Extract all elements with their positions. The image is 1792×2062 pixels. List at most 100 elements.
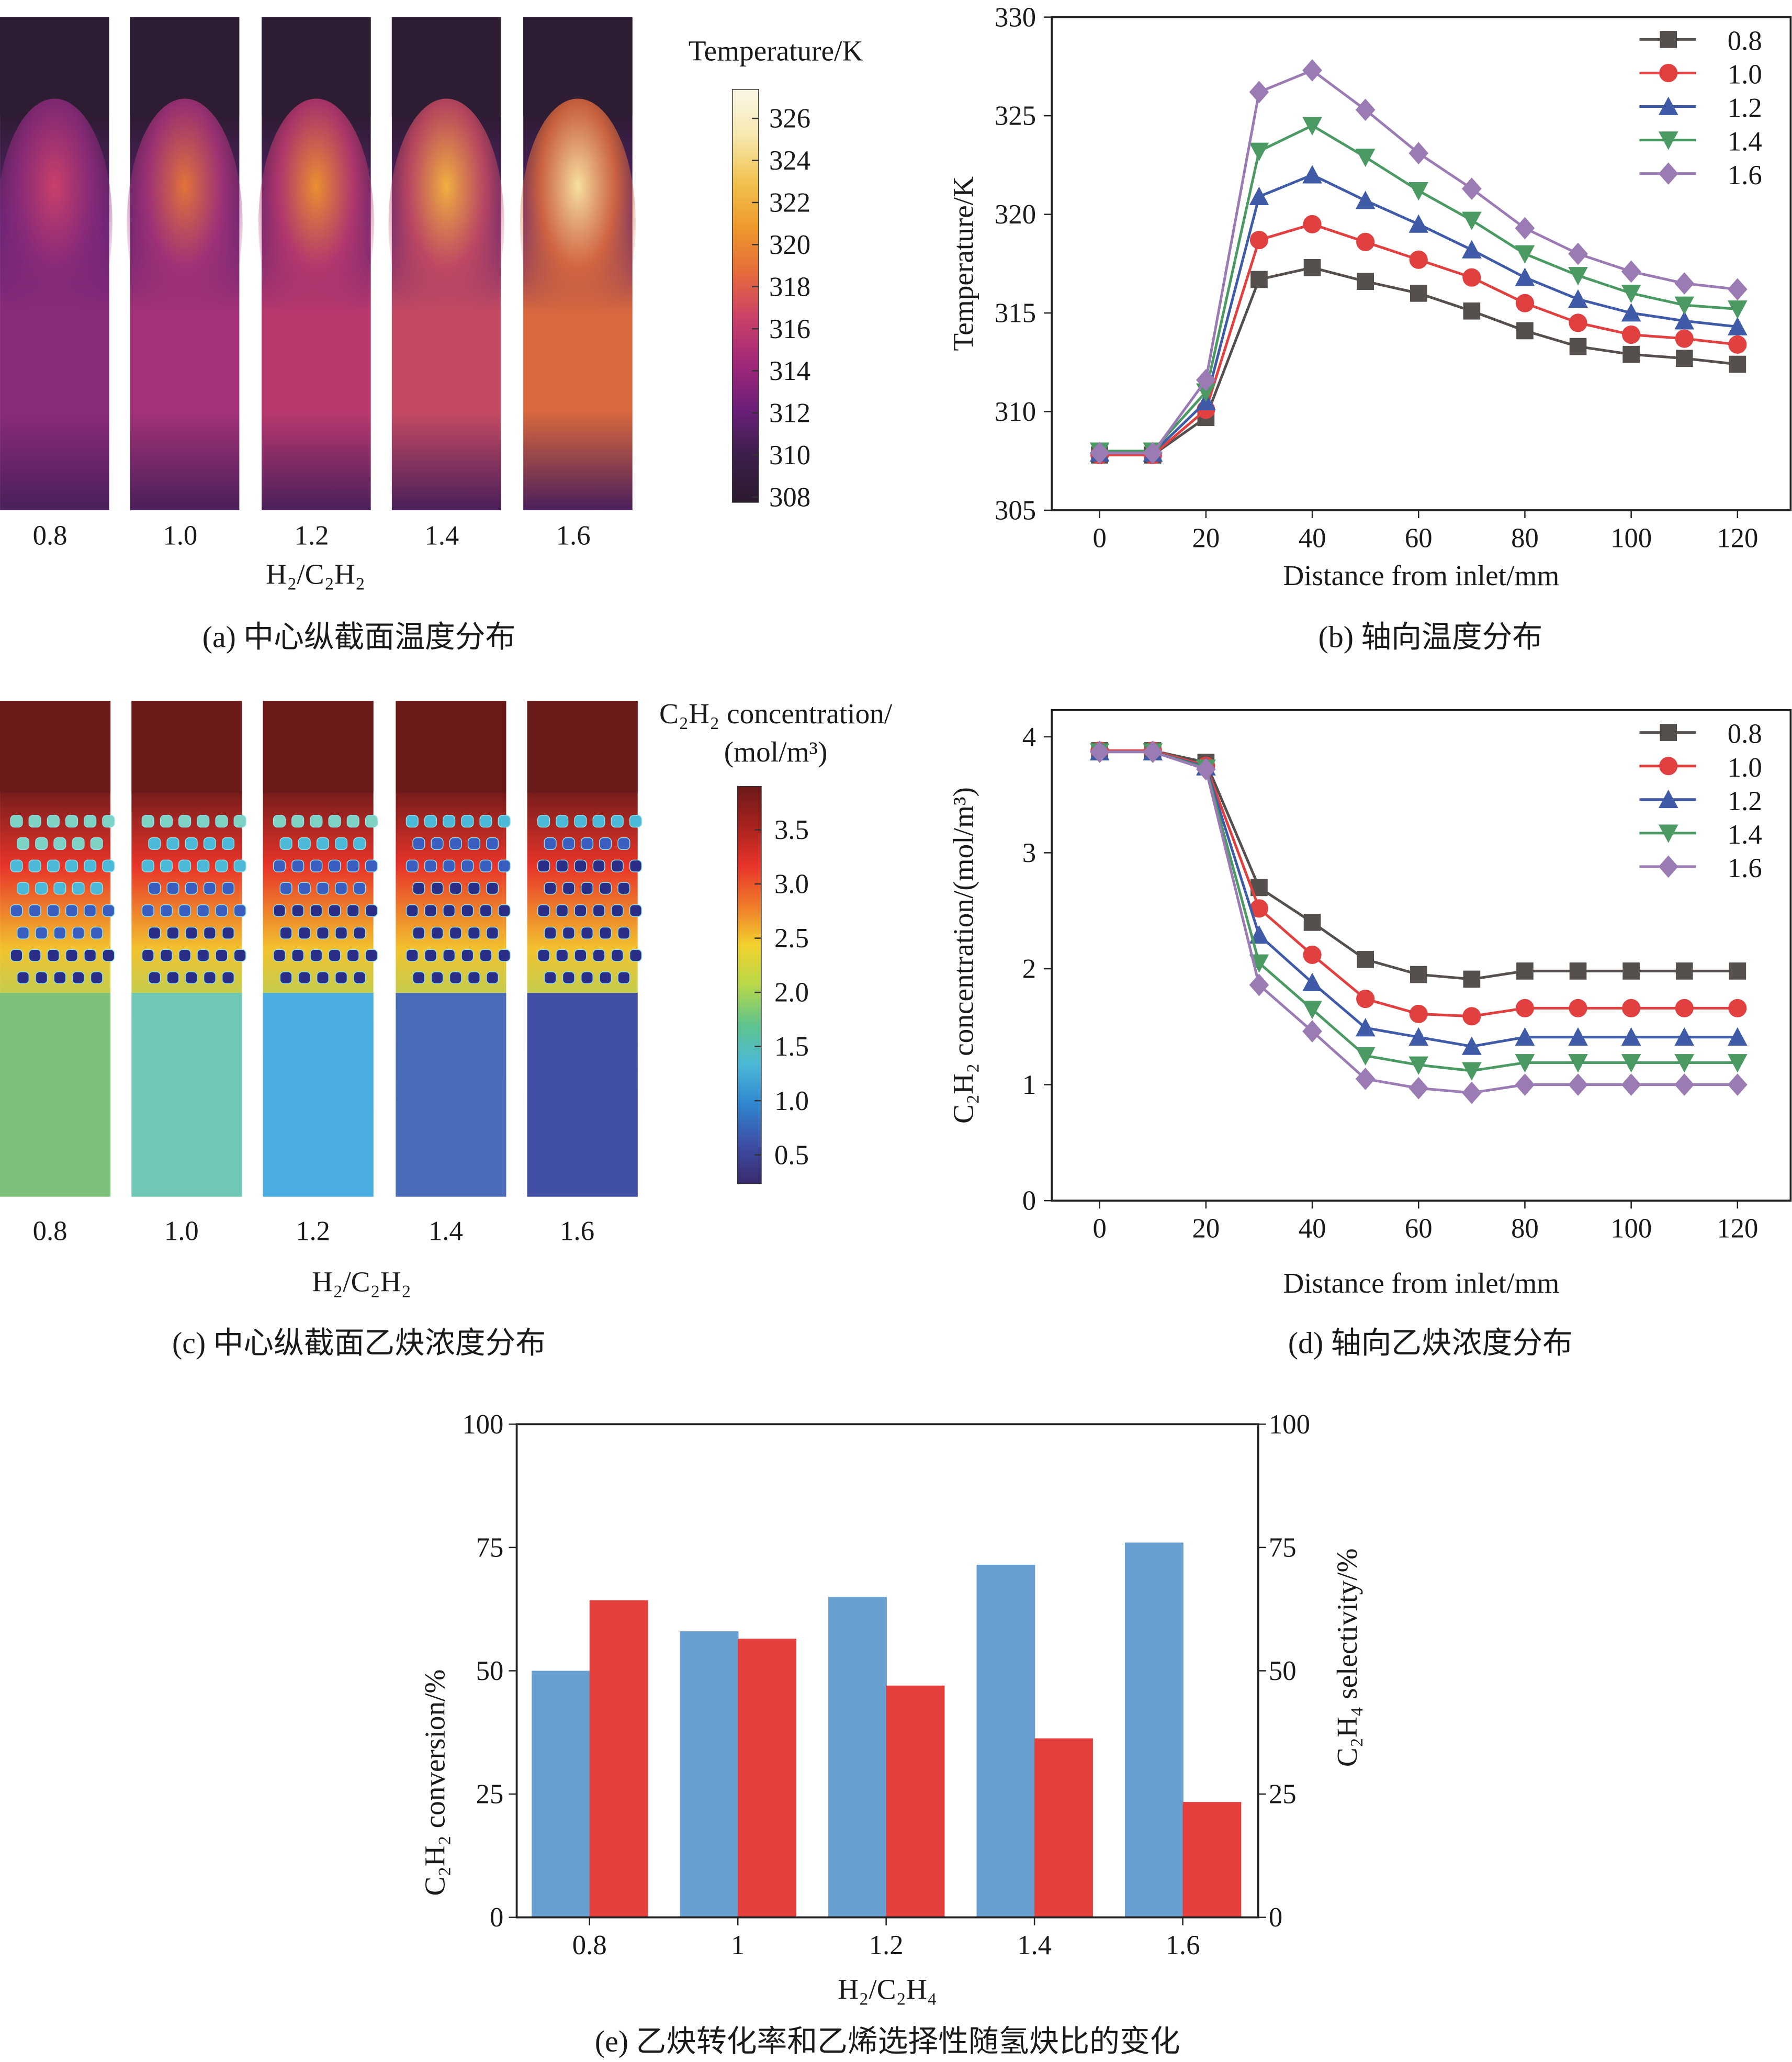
- x-tick-label: 60: [1405, 1214, 1433, 1244]
- panel-a-colorbar-title: Temperature/K: [689, 35, 863, 67]
- colorbar-tick-label: 324: [769, 145, 810, 176]
- chart-b-caption: (b) 轴向温度分布: [1318, 620, 1543, 654]
- marker-triangle-down: [1727, 1054, 1748, 1073]
- catalyst-particle: [310, 904, 323, 917]
- marker-square: [1516, 322, 1534, 340]
- y-tick-label: 1: [1022, 1070, 1036, 1100]
- colorbar-tick-label: 2.5: [774, 923, 809, 954]
- catalyst-particle: [599, 926, 612, 939]
- catalyst-particle: [166, 926, 179, 939]
- catalyst-particle: [166, 971, 179, 984]
- catalyst-particle: [498, 859, 511, 872]
- catalyst-particle: [233, 859, 246, 872]
- colorbar-tick-label: 3.5: [774, 815, 809, 845]
- catalyst-particle: [90, 837, 103, 850]
- marker-diamond: [1515, 217, 1535, 240]
- colorbar-tick-label: 2.0: [774, 978, 809, 1008]
- marker-triangle-up: [1249, 186, 1269, 205]
- y-axis-label-left: C₂H₂ conversion/%: [419, 1669, 450, 1896]
- catalyst-particle: [298, 926, 311, 939]
- conversion-bar: [976, 1564, 1035, 1918]
- catalyst-particle: [486, 837, 499, 850]
- legend-label: 0.8: [1728, 719, 1762, 749]
- x-tick-label: 0: [1093, 523, 1107, 553]
- catalyst-particle: [148, 926, 161, 939]
- marker-square: [1569, 338, 1587, 355]
- catalyst-particle: [203, 971, 216, 984]
- catalyst-particle: [291, 815, 305, 828]
- catalyst-particle: [35, 882, 48, 895]
- marker-triangle-down: [1249, 954, 1269, 973]
- catalyst-particle: [479, 949, 492, 962]
- catalyst-particle: [53, 837, 66, 850]
- marker-triangle-down: [1674, 296, 1695, 315]
- marker-triangle-down: [1568, 267, 1588, 286]
- marker-circle: [1249, 899, 1269, 918]
- catalyst-particle: [611, 904, 624, 917]
- marker-diamond: [1355, 98, 1376, 121]
- catalyst-particle: [498, 949, 511, 962]
- plot-frame: [1051, 16, 1792, 511]
- strip-label: 1.2: [295, 520, 329, 551]
- catalyst-particle: [580, 882, 594, 895]
- catalyst-particle: [47, 904, 60, 917]
- catalyst-particle: [335, 882, 348, 895]
- catalyst-particle: [574, 859, 587, 872]
- catalyst-particle: [215, 949, 228, 962]
- marker-circle: [1356, 232, 1375, 251]
- catalyst-particle: [279, 926, 292, 939]
- catalyst-particle: [611, 815, 624, 828]
- catalyst-particle: [291, 949, 305, 962]
- catalyst-particle: [16, 926, 30, 939]
- marker-circle: [1675, 329, 1694, 348]
- catalyst-particle: [629, 859, 643, 872]
- marker-triangle-down: [1621, 285, 1641, 304]
- catalyst-particle: [221, 971, 235, 984]
- marker-triangle-up: [1408, 1027, 1429, 1046]
- colorbar-tick-label: 316: [769, 314, 810, 344]
- catalyst-particle: [141, 949, 154, 962]
- catalyst-particle: [65, 949, 78, 962]
- marker-square: [1463, 970, 1481, 988]
- catalyst-particle: [47, 949, 60, 962]
- catalyst-particle: [148, 971, 161, 984]
- y-tick-label-left: 100: [462, 1409, 503, 1440]
- catalyst-particle: [537, 904, 550, 917]
- y-axis-label-right: C₂H₄ selectivity/%: [1331, 1548, 1363, 1767]
- catalyst-particle: [185, 882, 198, 895]
- catalyst-particle: [215, 859, 228, 872]
- marker-circle: [1303, 945, 1322, 964]
- marker-triangle-down: [1249, 142, 1269, 161]
- catalyst-particle: [84, 949, 97, 962]
- marker-square: [1516, 962, 1534, 980]
- y-tick-label: 4: [1022, 722, 1036, 752]
- catalyst-particle: [185, 971, 198, 984]
- catalyst-particle: [328, 815, 341, 828]
- catalyst-particle: [346, 949, 359, 962]
- marker-triangle-down: [1302, 1001, 1322, 1019]
- strip-label: 0.8: [33, 520, 67, 551]
- marker-square: [1357, 273, 1374, 290]
- catalyst-particle: [335, 837, 348, 850]
- marker-circle: [1659, 63, 1678, 83]
- catalyst-particle: [431, 971, 444, 984]
- catalyst-particle: [617, 926, 630, 939]
- catalyst-particle: [353, 837, 366, 850]
- marker-square: [1729, 962, 1746, 980]
- catalyst-particle: [72, 837, 85, 850]
- legend-label: 1.4: [1728, 820, 1762, 850]
- catalyst-particle: [310, 859, 323, 872]
- catalyst-particle: [10, 859, 23, 872]
- marker-square: [1729, 355, 1746, 373]
- catalyst-particle: [443, 859, 456, 872]
- catalyst-particle: [90, 882, 103, 895]
- catalyst-particle: [16, 971, 30, 984]
- marker-circle: [1515, 999, 1535, 1017]
- catalyst-particle: [221, 882, 235, 895]
- marker-triangle-up: [1727, 1027, 1748, 1046]
- selectivity-bar: [1182, 1802, 1242, 1918]
- catalyst-particle: [197, 949, 210, 962]
- colorbar-tick-label: 322: [769, 188, 810, 218]
- conversion-bar: [828, 1597, 887, 1918]
- strip-top: [527, 701, 638, 793]
